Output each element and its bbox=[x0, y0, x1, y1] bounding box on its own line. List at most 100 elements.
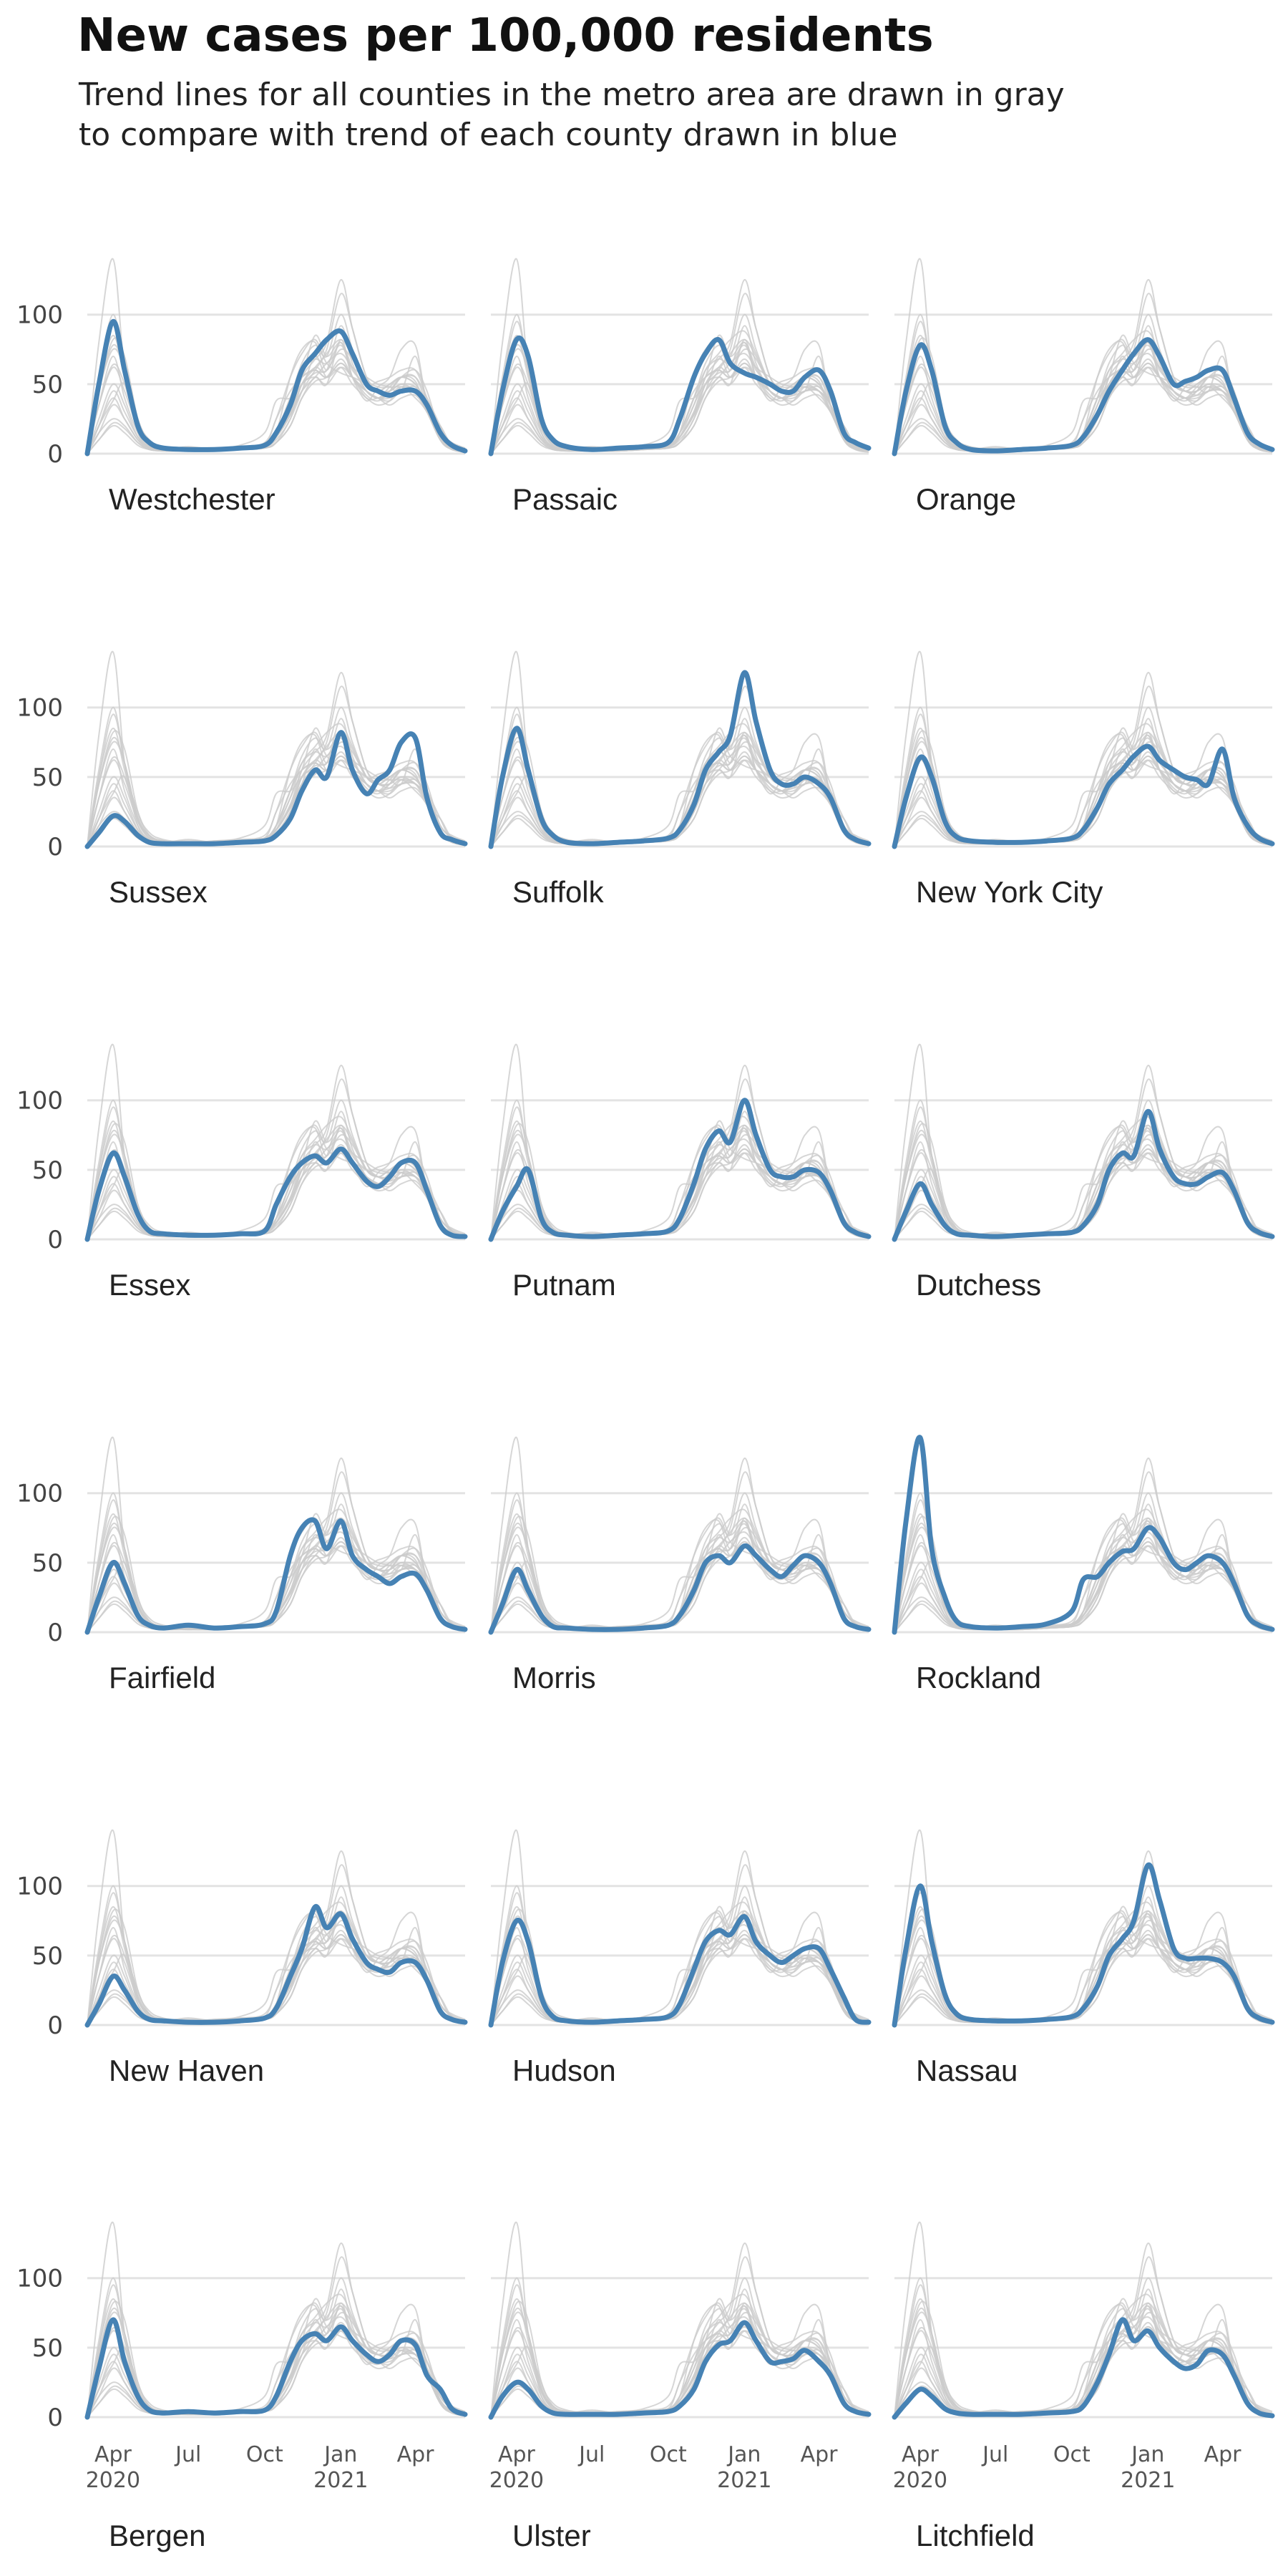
context-line-rockland bbox=[87, 258, 466, 454]
context-line-rockland bbox=[894, 1436, 1273, 1633]
context-line-bergen bbox=[490, 355, 869, 454]
series-line-passaic bbox=[488, 335, 872, 457]
y-tick-label: 0 bbox=[47, 2404, 63, 2432]
context-line-rockland bbox=[894, 1829, 1273, 2026]
y-tick-label: 100 bbox=[16, 301, 63, 330]
x-tick-label: Oct bbox=[650, 2442, 687, 2467]
series-line-rockland bbox=[892, 1435, 1275, 1635]
context-line-rockland bbox=[490, 650, 869, 847]
panel-passaic: Passaic bbox=[488, 258, 872, 516]
x-tick-label: Oct bbox=[246, 2442, 283, 2467]
context-line-ulster bbox=[894, 358, 1273, 454]
context-line-ulster bbox=[490, 1143, 869, 1240]
y-tick-label: 50 bbox=[32, 371, 63, 399]
x-tick-label: Apr bbox=[1204, 2442, 1242, 2467]
x-tick-label: Jan bbox=[1130, 2442, 1164, 2467]
panel-dutchess: Dutchess bbox=[892, 1043, 1275, 1302]
panel-label: Putnam bbox=[512, 1268, 616, 1302]
series-line-dutchess bbox=[892, 1108, 1275, 1242]
x-tick-label: Apr bbox=[902, 2442, 940, 2467]
panel-putnam: Putnam bbox=[488, 1043, 872, 1302]
panel-label: Passaic bbox=[512, 482, 618, 516]
panel-label: New Haven bbox=[109, 2054, 264, 2087]
x-tick-label: Apr bbox=[397, 2442, 435, 2467]
panel-label: Bergen bbox=[109, 2519, 205, 2552]
context-line-litchfield bbox=[490, 1926, 869, 2026]
chart-subtitle-line-2: to compare with trend of each county dra… bbox=[79, 117, 898, 153]
y-tick-label: 0 bbox=[47, 1619, 63, 1647]
panel-sussex: 0 50 100 Sussex bbox=[16, 650, 468, 909]
context-line-ulster bbox=[894, 751, 1273, 847]
panel-new-haven: 0 50 100 New Haven bbox=[16, 1829, 468, 2087]
y-tick-label: 100 bbox=[16, 2265, 63, 2293]
context-line-ulster bbox=[87, 1143, 466, 1240]
context-line-ulster bbox=[490, 1929, 869, 2026]
context-line-nassau bbox=[894, 1078, 1273, 1240]
chart-title: New cases per 100,000 residents bbox=[77, 9, 934, 62]
context-line-suffolk bbox=[490, 1458, 869, 1633]
panel-orange: Orange bbox=[892, 258, 1275, 516]
panel-fairfield: 0 50 100 Fairfield bbox=[16, 1436, 468, 1694]
series-line-essex bbox=[84, 1146, 468, 1242]
panel-label: Sussex bbox=[109, 875, 208, 909]
series-line-suffolk bbox=[488, 670, 872, 849]
context-line-suffolk bbox=[87, 279, 466, 454]
panel-nassau: Nassau bbox=[892, 1829, 1275, 2087]
context-line-hudson bbox=[894, 2308, 1273, 2418]
series-line-westchester bbox=[84, 318, 468, 457]
context-line-litchfield bbox=[894, 1533, 1273, 1633]
x-tick-label: Jan bbox=[323, 2442, 357, 2467]
context-line-rockland bbox=[490, 1043, 869, 1240]
context-line-hudson bbox=[490, 2308, 869, 2418]
context-line-nassau bbox=[894, 2256, 1273, 2418]
context-line-nassau bbox=[490, 686, 869, 847]
context-line-bergen bbox=[87, 748, 466, 847]
context-line-nassau bbox=[894, 293, 1273, 454]
context-line-nassau bbox=[87, 686, 466, 847]
y-tick-label: 50 bbox=[32, 1156, 63, 1185]
series-line-orange bbox=[892, 337, 1275, 457]
panel-rockland: Rockland bbox=[892, 1435, 1275, 1694]
panel-label: Rockland bbox=[916, 1661, 1041, 1694]
context-line-suffolk bbox=[87, 1850, 466, 2026]
context-line-bergen bbox=[894, 2318, 1273, 2418]
context-line-rockland bbox=[87, 2221, 466, 2418]
context-line-rockland bbox=[894, 1043, 1273, 1240]
panel-label: Hudson bbox=[512, 2054, 616, 2087]
series-line-sussex bbox=[84, 730, 468, 849]
x-tick-year-label: 2021 bbox=[313, 2468, 368, 2493]
panel-label: Suffolk bbox=[512, 875, 605, 909]
panel-label: Litchfield bbox=[916, 2519, 1035, 2552]
panel-label: Essex bbox=[109, 1268, 190, 1302]
context-line-litchfield bbox=[490, 355, 869, 454]
context-line-rockland bbox=[894, 2221, 1273, 2418]
panel-essex: 0 50 100 Essex bbox=[16, 1043, 468, 1302]
x-tick-label: Jul bbox=[174, 2442, 201, 2467]
context-line-hudson bbox=[894, 1130, 1273, 1240]
panel-label: Ulster bbox=[512, 2519, 591, 2552]
context-line-ulster bbox=[490, 358, 869, 454]
x-tick-label: Jul bbox=[981, 2442, 1008, 2467]
y-tick-label: 100 bbox=[16, 694, 63, 723]
context-line-ulster bbox=[87, 2321, 466, 2418]
context-line-ulster bbox=[894, 1536, 1273, 1633]
context-line-suffolk bbox=[894, 1065, 1273, 1240]
context-line-rockland bbox=[894, 650, 1273, 847]
y-tick-label: 50 bbox=[32, 1549, 63, 1578]
context-line-bergen bbox=[894, 1926, 1273, 2026]
panel-suffolk: Suffolk bbox=[488, 650, 872, 909]
context-line-rockland bbox=[490, 2221, 869, 2418]
x-tick-label: Oct bbox=[1053, 2442, 1091, 2467]
context-line-suffolk bbox=[894, 1458, 1273, 1633]
series-line-new-york-city bbox=[892, 743, 1275, 849]
context-line-litchfield bbox=[87, 1533, 466, 1633]
context-line-rockland bbox=[87, 650, 466, 847]
context-line-suffolk bbox=[894, 1850, 1273, 2026]
panel-label: Orange bbox=[916, 482, 1016, 516]
context-line-rockland bbox=[894, 258, 1273, 454]
context-line-rockland bbox=[490, 1436, 869, 1633]
context-line-ulster bbox=[490, 1536, 869, 1633]
context-line-bergen bbox=[894, 1141, 1273, 1240]
